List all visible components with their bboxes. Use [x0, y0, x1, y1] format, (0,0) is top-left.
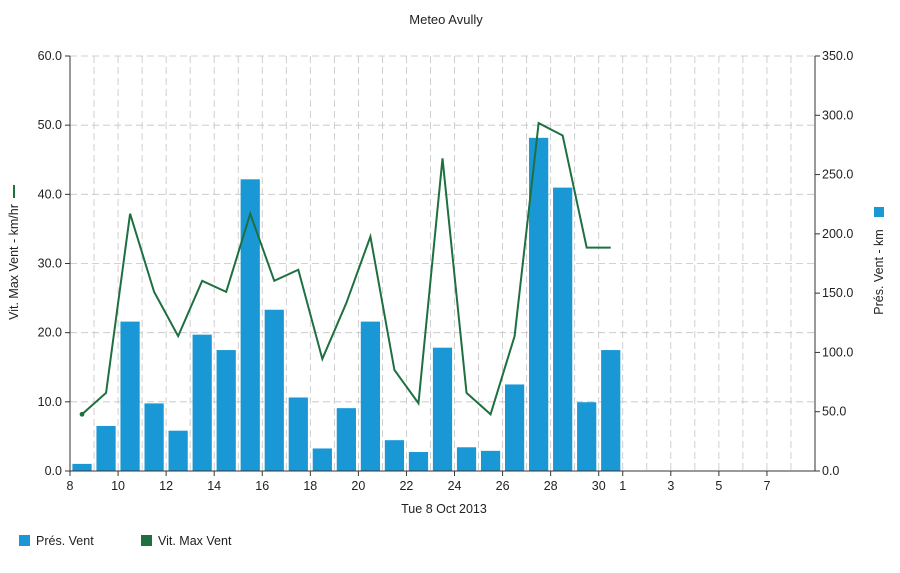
bar — [601, 350, 621, 471]
right-axis-ticks: 0.0 50.0 100.0 150.0 200.0 250.0 300.0 350.0 — [815, 49, 853, 478]
x-tick-label: 8 — [67, 479, 74, 493]
bar — [553, 187, 573, 471]
bar-series-pres-vent — [72, 137, 621, 472]
right-tick-label: 200.0 — [822, 227, 853, 241]
right-axis-title: Prés. Vent - km — [872, 229, 886, 314]
left-tick-label: 0.0 — [45, 464, 62, 478]
left-tick-label: 50.0 — [38, 118, 62, 132]
line-start-point — [79, 411, 85, 417]
line-series-vit-max-vent — [79, 121, 611, 417]
x-tick-label: 14 — [207, 479, 221, 493]
bar — [72, 463, 92, 471]
bar — [408, 452, 429, 471]
bar — [432, 347, 453, 471]
x-tick-label: 12 — [159, 479, 173, 493]
legend-swatch-vit-max-vent — [141, 535, 152, 546]
right-tick-label: 50.0 — [822, 405, 846, 419]
x-tick-label: 7 — [763, 479, 770, 493]
chart-title: Meteo Avully — [409, 12, 483, 27]
bar — [264, 309, 284, 471]
right-tick-label: 250.0 — [822, 168, 853, 182]
bar — [360, 321, 381, 471]
series-line — [81, 121, 611, 417]
x-axis-label: Tue 8 Oct 2013 — [401, 502, 487, 516]
left-tick-label: 20.0 — [38, 326, 62, 340]
bar — [120, 321, 140, 471]
bar — [312, 448, 332, 471]
bar — [216, 350, 236, 471]
bar — [456, 447, 477, 471]
left-axis-title-group: Vit. Max Vent - km/hr — [7, 204, 21, 320]
bar — [192, 334, 212, 471]
x-tick-label: 20 — [351, 479, 365, 493]
x-tick-label: 24 — [448, 479, 462, 493]
bar — [529, 137, 549, 472]
right-tick-label: 300.0 — [822, 108, 853, 122]
left-tick-label: 60.0 — [38, 49, 62, 63]
x-tick-label: 1 — [619, 479, 626, 493]
left-tick-label: 30.0 — [38, 257, 62, 271]
bar — [240, 179, 260, 472]
bar — [577, 402, 597, 471]
x-tick-label: 22 — [399, 479, 413, 493]
left-tick-label: 10.0 — [38, 395, 62, 409]
x-tick-label: 26 — [496, 479, 510, 493]
bar — [144, 403, 164, 471]
legend-label-pres-vent: Prés. Vent — [36, 534, 94, 548]
grid — [70, 55, 815, 471]
left-tick-label: 40.0 — [38, 187, 62, 201]
x-tick-label: 28 — [544, 479, 558, 493]
left-axis-title: Vit. Max Vent - km/hr — [7, 204, 21, 320]
right-tick-label: 150.0 — [822, 286, 853, 300]
bar — [504, 384, 525, 471]
right-axis-legend-mark — [874, 207, 884, 217]
x-tick-label: 30 — [592, 479, 606, 493]
x-tick-label: 3 — [667, 479, 674, 493]
x-tick-label: 10 — [111, 479, 125, 493]
right-tick-label: 350.0 — [822, 49, 853, 63]
bar — [336, 408, 356, 471]
x-tick-label: 18 — [303, 479, 317, 493]
left-axis-ticks: 0.0 10.0 20.0 30.0 40.0 50.0 60.0 — [38, 49, 70, 478]
x-axis-ticks: 8 10 12 14 16 18 20 22 24 26 28 30 1 3 5 7 — [67, 471, 770, 493]
bar — [96, 425, 116, 471]
right-axis-title-group: Prés. Vent - km — [872, 229, 886, 314]
x-tick-label: 16 — [255, 479, 269, 493]
bar — [168, 430, 188, 471]
bar — [384, 440, 405, 471]
legend-swatch-pres-vent — [19, 535, 30, 546]
legend: Prés. Vent Vit. Max Vent — [19, 534, 232, 548]
bar — [480, 450, 501, 471]
right-tick-label: 100.0 — [822, 345, 853, 359]
bar — [288, 397, 308, 471]
legend-label-vit-max-vent: Vit. Max Vent — [158, 534, 232, 548]
x-tick-label: 5 — [715, 479, 722, 493]
right-tick-label: 0.0 — [822, 464, 839, 478]
